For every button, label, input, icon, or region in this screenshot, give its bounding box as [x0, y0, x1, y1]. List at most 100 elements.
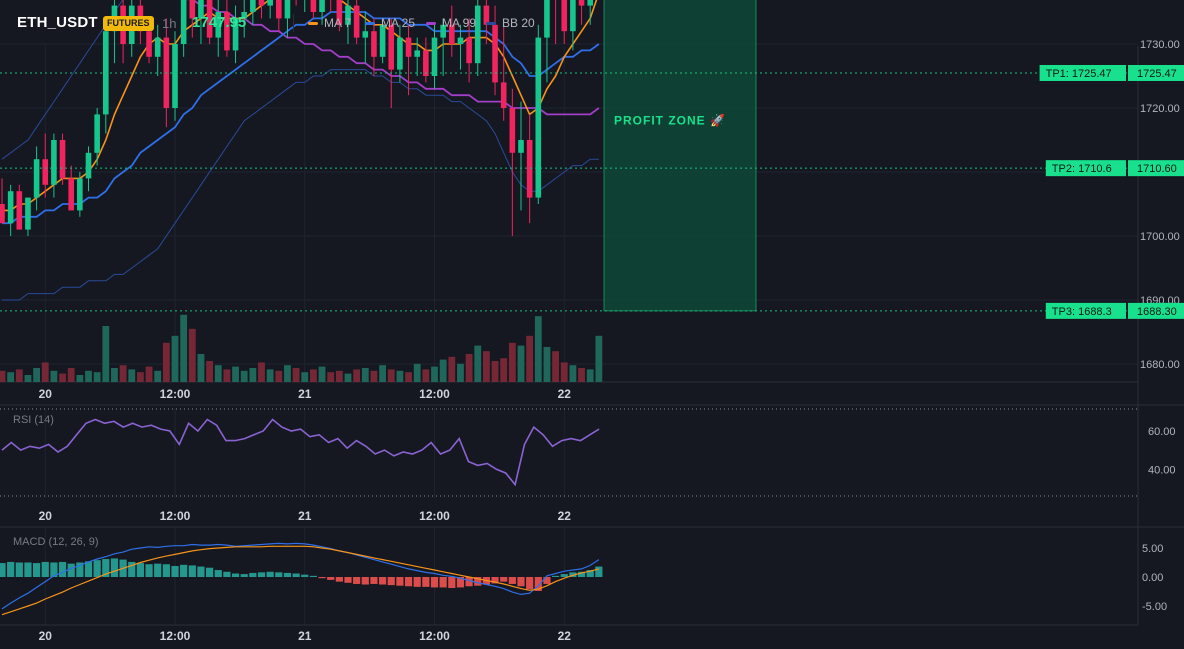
- macd-hist-bar: [552, 575, 560, 577]
- macd-hist-bar: [301, 574, 309, 577]
- macd-hist-bar: [318, 577, 326, 579]
- macd-hist-bar: [370, 577, 378, 584]
- macd-hist-bar: [76, 562, 84, 577]
- macd-hist-bar: [404, 577, 413, 587]
- time-tick-label: 20: [39, 629, 53, 643]
- candle-body: [509, 108, 516, 153]
- legend-ma7[interactable]: MA 7: [308, 16, 351, 30]
- macd-hist-bar: [136, 563, 144, 577]
- volume-bar: [526, 335, 534, 382]
- rsi-tick-label: 40.00: [1148, 464, 1176, 476]
- candle-body: [466, 37, 472, 64]
- candle-body: [232, 18, 239, 51]
- macd-hist-bar: [162, 564, 170, 577]
- ma7-line: [2, 0, 598, 212]
- macd-hist-bar: [474, 577, 482, 586]
- candle-body: [474, 5, 481, 64]
- candle-body: [33, 159, 40, 198]
- macd-hist-bar: [309, 575, 317, 577]
- time-tick-label: 21: [298, 509, 312, 523]
- volume-bar: [370, 370, 378, 382]
- time-tick-label: 12:00: [419, 509, 450, 523]
- candle-body: [319, 0, 325, 13]
- candle-body: [267, 0, 273, 6]
- candle-body: [336, 0, 343, 25]
- candle-body: [310, 0, 317, 13]
- macd-hist-bar: [292, 573, 300, 577]
- volume-bar: [457, 363, 464, 382]
- volume-bar: [560, 362, 568, 382]
- macd-hist-bar: [33, 563, 41, 577]
- volume-bar: [361, 368, 369, 382]
- volume-bar: [422, 369, 430, 382]
- timeframe-label[interactable]: 1h: [162, 16, 177, 31]
- candle-body: [578, 0, 585, 6]
- macd-hist-bar: [41, 561, 49, 577]
- candle-body: [379, 24, 386, 57]
- legend-bb20[interactable]: BB 20: [486, 16, 535, 30]
- volume-bar: [85, 370, 92, 382]
- macd-hist-bar: [344, 577, 352, 583]
- macd-panel-label: MACD (12, 26, 9): [13, 536, 99, 548]
- legend-ma25[interactable]: MA 25: [365, 16, 415, 30]
- chart-header: ETH_USDT FUTURES 1h 1747.95 MA 7 MA 25 M…: [0, 0, 1184, 46]
- candle-body: [423, 50, 429, 76]
- macd-hist-bar: [353, 577, 361, 584]
- candle-body: [0, 204, 5, 224]
- level-value-box: [1128, 302, 1184, 319]
- macd-hist-bar: [534, 577, 542, 591]
- volume-bar: [344, 373, 352, 382]
- candle-body: [51, 140, 57, 185]
- time-tick-label: 22: [558, 509, 572, 523]
- volume-bar: [232, 366, 239, 382]
- macd-hist-bar: [223, 571, 231, 577]
- time-tick-label: 12:00: [419, 387, 450, 401]
- volume-bar: [439, 359, 447, 382]
- volume-bar: [76, 375, 84, 382]
- macd-hist-bar: [448, 577, 456, 589]
- futures-badge: FUTURES: [103, 16, 154, 31]
- legend-swatch: [426, 21, 436, 25]
- volume-bar: [223, 369, 231, 382]
- legend-swatch: [365, 21, 375, 25]
- candle-body: [146, 31, 152, 57]
- candle-body: [526, 140, 533, 198]
- volume-bar: [500, 358, 508, 382]
- candle-body: [492, 24, 498, 83]
- volume-bar: [162, 342, 170, 382]
- tp3-tag: 1688.30 TP3: 1688.3: [1045, 302, 1184, 319]
- volume-bar: [206, 361, 213, 382]
- volume-bar: [534, 316, 542, 382]
- volume-bar: [379, 365, 386, 382]
- macd-hist-bar: [0, 563, 6, 577]
- header-divider: [293, 14, 294, 32]
- candle-body: [224, 12, 230, 51]
- candle-body: [570, 0, 576, 32]
- bb-lower-line: [2, 69, 599, 301]
- macd-tick-label: -5.00: [1142, 601, 1167, 613]
- macd-hist-bar: [58, 561, 67, 577]
- volume-bar: [578, 368, 585, 382]
- macd-hist-bar: [214, 570, 222, 577]
- candle-body: [42, 159, 49, 185]
- candle-body: [431, 37, 438, 76]
- time-tick-label: 21: [298, 387, 312, 401]
- candle-body: [449, 24, 455, 44]
- macd-hist-bar: [240, 574, 248, 577]
- candle-body: [250, 0, 256, 12]
- macd-hist-bar: [327, 577, 335, 580]
- macd-hist-bar: [335, 577, 343, 582]
- volume-bar: [483, 351, 490, 382]
- symbol-name[interactable]: ETH_USDT: [17, 14, 98, 31]
- volume-bar: [266, 369, 274, 382]
- macd-hist-bar: [422, 577, 430, 587]
- macd-hist-bar: [197, 566, 205, 577]
- legend-ma99[interactable]: MA 99: [426, 16, 476, 30]
- macd-hist-bar: [465, 577, 473, 587]
- volume-bar: [93, 372, 101, 382]
- candle-body: [284, 0, 291, 19]
- macd-hist-bar: [266, 571, 274, 577]
- volume-bar: [569, 365, 577, 382]
- volume-bar: [249, 368, 257, 382]
